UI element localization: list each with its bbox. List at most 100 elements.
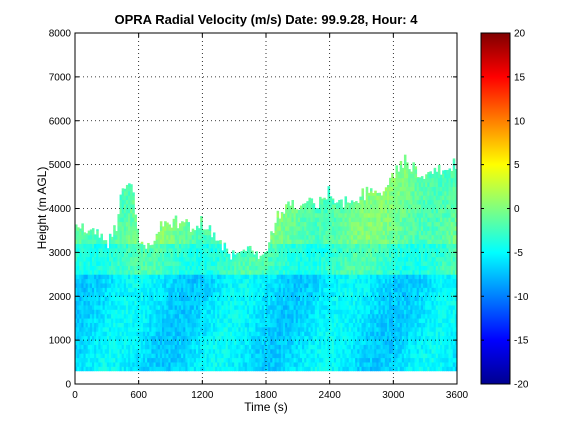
heatmap-cell — [193, 335, 197, 341]
heatmap-cell — [138, 366, 142, 372]
heatmap-cell — [244, 250, 248, 253]
heatmap-cell — [153, 283, 157, 288]
heatmap-cell — [336, 318, 339, 323]
heatmap-cell — [259, 269, 263, 275]
heatmap-cell — [304, 204, 307, 209]
heatmap-cell — [113, 291, 116, 297]
heatmap-cell — [125, 221, 129, 227]
heatmap-cell — [185, 344, 188, 350]
heatmap-cell — [81, 348, 84, 354]
heatmap-cell — [369, 278, 373, 284]
heatmap-cell — [299, 217, 303, 223]
heatmap-cell — [297, 243, 301, 249]
heatmap-cell — [108, 243, 112, 249]
heatmap-cell — [314, 256, 318, 262]
heatmap-cell — [164, 287, 167, 293]
heatmap-cell — [323, 283, 326, 288]
heatmap-cell — [348, 208, 352, 214]
heatmap-cell — [189, 362, 193, 367]
heatmap-cell — [287, 230, 290, 236]
heatmap-cell — [136, 291, 140, 297]
heatmap-cell — [289, 296, 292, 302]
heatmap-cell — [121, 278, 125, 284]
heatmap-cell — [253, 318, 256, 323]
heatmap-cell — [172, 247, 176, 253]
heatmap-cell — [229, 322, 233, 328]
heatmap-cell — [314, 207, 318, 209]
heatmap-cell — [350, 221, 354, 227]
heatmap-cell — [221, 357, 224, 363]
heatmap-cell — [278, 278, 282, 284]
heatmap-cell — [206, 318, 210, 323]
heatmap-cell — [350, 340, 354, 345]
heatmap-cell — [204, 340, 207, 345]
heatmap-cell — [238, 326, 241, 332]
heatmap-cell — [372, 335, 375, 341]
heatmap-cell — [204, 239, 207, 244]
heatmap-cell — [100, 366, 103, 372]
heatmap-cell — [113, 283, 116, 288]
heatmap-cell — [183, 305, 186, 310]
heatmap-cell — [142, 244, 146, 249]
heatmap-cell — [312, 357, 316, 363]
heatmap-cell — [98, 357, 101, 363]
heatmap-cell — [100, 233, 103, 236]
heatmap-cell — [174, 366, 178, 372]
heatmap-cell — [98, 296, 101, 302]
heatmap-cell — [168, 291, 171, 297]
heatmap-cell — [189, 287, 193, 293]
heatmap-cell — [187, 335, 190, 341]
heatmap-cell — [117, 322, 120, 328]
heatmap-cell — [79, 353, 82, 359]
heatmap-cell — [274, 278, 278, 284]
heatmap-cell — [278, 230, 282, 236]
heatmap-cell — [257, 326, 261, 332]
heatmap-cell — [75, 296, 78, 302]
heatmap-cell — [217, 278, 220, 284]
heatmap-cell — [357, 283, 360, 288]
heatmap-cell — [274, 300, 278, 306]
heatmap-cell — [119, 199, 123, 205]
heatmap-cell — [149, 283, 152, 288]
heatmap-cell — [174, 344, 178, 350]
heatmap-cell — [164, 226, 167, 231]
heatmap-cell — [289, 247, 292, 253]
heatmap-cell — [87, 278, 91, 284]
heatmap-cell — [342, 283, 345, 288]
heatmap-cell — [293, 217, 297, 223]
heatmap-cell — [83, 331, 87, 337]
heatmap-cell — [289, 348, 292, 354]
heatmap-cell — [312, 340, 316, 345]
heatmap-cell — [319, 230, 322, 236]
heatmap-cell — [225, 248, 229, 253]
heatmap-cell — [369, 247, 373, 253]
heatmap-cell — [378, 344, 381, 350]
heatmap-cell — [367, 208, 371, 214]
heatmap-cell — [380, 313, 384, 319]
heatmap-cell — [219, 256, 222, 262]
heatmap-cell — [206, 366, 210, 372]
heatmap-cell — [111, 322, 114, 328]
heatmap-cell — [323, 331, 326, 337]
heatmap-cell — [168, 348, 171, 354]
heatmap-cell — [321, 318, 324, 323]
heatmap-cell — [287, 357, 290, 363]
heatmap-cell — [136, 283, 140, 288]
heatmap-cell — [108, 362, 112, 367]
heatmap-cell — [208, 340, 212, 345]
heatmap-cell — [253, 366, 256, 372]
heatmap-cell — [374, 269, 377, 275]
heatmap-cell — [289, 221, 292, 227]
heatmap-cell — [87, 340, 91, 345]
heatmap-cell — [280, 353, 284, 359]
heatmap-cell — [304, 318, 307, 323]
heatmap-cell — [149, 287, 152, 293]
heatmap-cell — [162, 335, 165, 341]
heatmap-cell — [102, 313, 106, 319]
heatmap-cell — [189, 309, 193, 315]
heatmap-cell — [134, 362, 137, 367]
heatmap-cell — [130, 340, 133, 345]
heatmap-cell — [295, 357, 299, 363]
heatmap-cell — [363, 353, 367, 359]
heatmap-cell — [193, 291, 197, 297]
